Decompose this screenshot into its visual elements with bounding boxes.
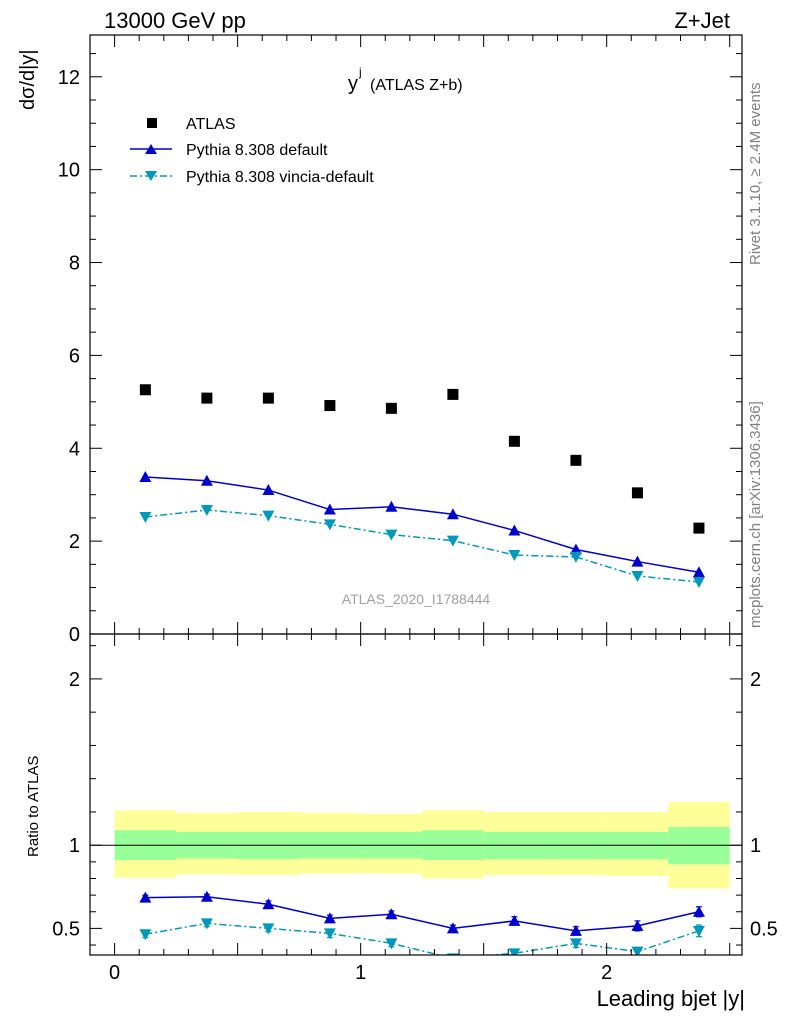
- pythia-vincia-point: [262, 510, 275, 522]
- xlabel: Leading bjet |y|: [597, 986, 745, 1011]
- upper-y-tick-label: 2: [69, 531, 80, 553]
- legend: ATLAS Pythia 8.308 default Pythia 8.308 …: [130, 116, 374, 186]
- pythia-default-point: [569, 543, 582, 555]
- atlas-data-point: [447, 388, 459, 400]
- pythia-vincia-point: [692, 576, 705, 588]
- ratio-default-point: [385, 908, 398, 920]
- pythia-vincia-point: [631, 570, 644, 582]
- atlas-data-point: [201, 392, 213, 404]
- lower-y-tick-label-right: 0.5: [750, 918, 778, 940]
- lower-y-tick-label: 2: [69, 669, 80, 691]
- analysis-watermark: ATLAS_2020_I1788444: [342, 591, 491, 607]
- lower-y-tick-label-right: 1: [750, 835, 761, 857]
- ratio-default-point: [569, 924, 582, 936]
- atlas-data-point: [508, 435, 520, 447]
- ratio-default-point: [692, 905, 705, 917]
- upper-title-superscript: j: [358, 65, 362, 79]
- ratio-vincia-point: [569, 938, 582, 950]
- pythia-vincia-point: [446, 535, 459, 547]
- legend-atlas-marker: [147, 118, 157, 128]
- ratio-default-point: [262, 898, 275, 910]
- legend-vincia-label: Pythia 8.308 vincia-default: [186, 169, 374, 186]
- legend-default-label: Pythia 8.308 default: [186, 142, 328, 159]
- pythia-default-line: [145, 476, 700, 573]
- pythia-vincia-point: [200, 505, 213, 517]
- ratio-default-point: [446, 922, 459, 934]
- atlas-data-point: [262, 392, 274, 404]
- pythia-default-point: [385, 500, 398, 512]
- ratio-default-point: [323, 912, 336, 924]
- lower-panel-frame: [89, 633, 743, 956]
- atlas-data-point: [570, 454, 582, 466]
- upper-ylabel: dσ/d|y|: [17, 49, 39, 110]
- pythia-default-point: [692, 566, 705, 578]
- upper-title-rest: (ATLAS Z+b): [370, 77, 463, 94]
- ratio-vincia-point: [200, 918, 213, 930]
- ratio-default-point: [631, 919, 644, 931]
- upper-y-tick-label: 6: [69, 345, 80, 367]
- mcplots-source-label: mcplots.cern.ch [arXiv:1306.3436]: [747, 401, 764, 628]
- pythia-default-point: [508, 524, 521, 536]
- atlas-data-point: [693, 522, 705, 534]
- upper-y-tick-label: 0: [69, 624, 80, 646]
- pythia-default-point: [262, 484, 275, 496]
- ratio-vincia-point: [692, 925, 705, 937]
- lower-series-layer: [139, 890, 705, 955]
- ratio-default-point: [200, 890, 213, 902]
- atlas-data-point: [631, 487, 643, 499]
- lower-y-tick-label-right: 2: [750, 669, 761, 691]
- upper-y-tick-label: 4: [69, 438, 80, 460]
- legend-default-marker: [145, 144, 157, 154]
- upper-y-tick-label: 10: [58, 160, 80, 182]
- pythia-vincia-point: [323, 519, 336, 531]
- ratio-vincia-point: [631, 946, 644, 955]
- pythia-default-point: [631, 555, 644, 567]
- ratio-uncertainty-bands: [90, 801, 742, 889]
- ratio-default-line: [145, 896, 700, 932]
- pythia-vincia-point: [508, 550, 521, 562]
- atlas-data-point: [324, 400, 336, 412]
- header-left-label: 13000 GeV pp: [104, 8, 246, 33]
- pythia-vincia-point: [569, 551, 582, 563]
- upper-title-main: y: [348, 73, 358, 95]
- pythia-default-point: [200, 474, 213, 486]
- lower-y-tick-label: 1: [69, 835, 80, 857]
- upper-y-tick-label: 12: [58, 67, 80, 89]
- ratio-vincia-point: [323, 928, 336, 940]
- ratio-vincia-line: [145, 922, 700, 955]
- x-tick-label: 0: [109, 962, 120, 984]
- x-tick-label: 2: [601, 962, 612, 984]
- pythia-default-point: [323, 503, 336, 515]
- pythia-default-point: [139, 471, 152, 483]
- atlas-data-point: [385, 402, 397, 414]
- pythia-vincia-point: [385, 529, 398, 541]
- ratio-default-point: [508, 914, 521, 926]
- x-tick-label: 1: [355, 962, 366, 984]
- ratio-vincia-point: [508, 948, 521, 955]
- ratio-vincia-point: [385, 938, 398, 950]
- ratio-vincia-point: [262, 923, 275, 935]
- upper-y-tick-label: 8: [69, 253, 80, 275]
- pythia-vincia-point: [139, 511, 152, 523]
- lower-ylabel: Ratio to ATLAS: [25, 756, 42, 857]
- legend-vincia-marker: [145, 171, 157, 181]
- upper-series-layer: [139, 384, 705, 588]
- ratio-vincia-point: [139, 929, 152, 941]
- header-right-label: Z+Jet: [674, 8, 730, 33]
- rivet-version-label: Rivet 3.1.10, ≥ 2.4M events: [747, 83, 764, 266]
- ratio-default-point: [139, 891, 152, 903]
- lower-y-tick-label: 0.5: [52, 918, 80, 940]
- legend-atlas-label: ATLAS: [186, 116, 236, 133]
- pythia-default-point: [446, 508, 459, 520]
- atlas-data-point: [139, 384, 151, 396]
- pythia-vincia-line: [145, 509, 700, 583]
